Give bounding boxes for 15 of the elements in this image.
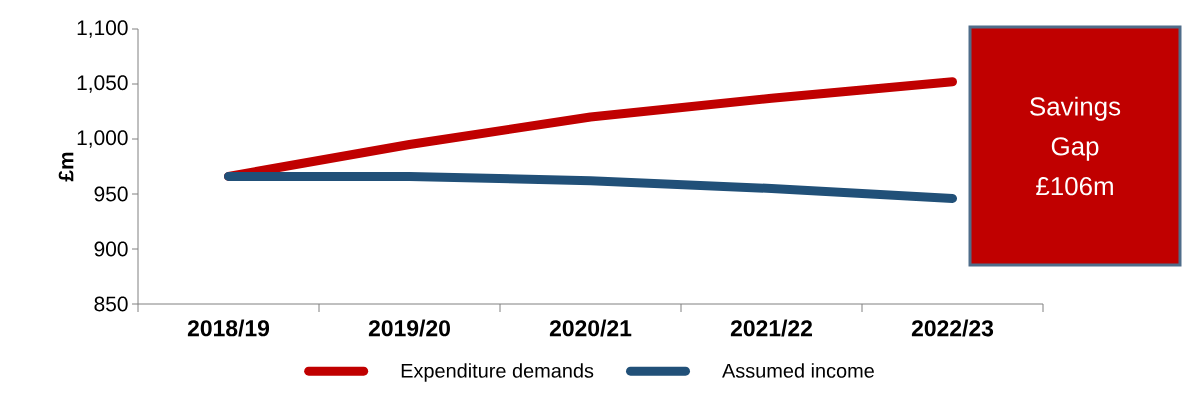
y-tick-label: 950	[94, 186, 128, 202]
x-tick-label: 2022/23	[911, 319, 994, 337]
annotation: Savings Gap £106m	[1030, 96, 1121, 196]
y-tick-label: 1,000	[77, 130, 128, 148]
x-tick-label: 2018/19	[187, 319, 270, 337]
y-tick-label: 1,100	[77, 20, 128, 38]
x-tick-label: 2020/21	[549, 319, 632, 337]
legend-label: Expenditure demands	[401, 363, 594, 382]
y-tick-label: 1,050	[77, 75, 128, 93]
y-tick-label: 850	[94, 296, 128, 312]
y-axis-title: £m	[58, 152, 74, 182]
x-tick-label: 2019/20	[368, 319, 450, 337]
legend-label: Assumed income	[722, 363, 874, 378]
x-tick-label: 2021/22	[730, 319, 812, 337]
y-tick-label: 900	[94, 241, 128, 257]
